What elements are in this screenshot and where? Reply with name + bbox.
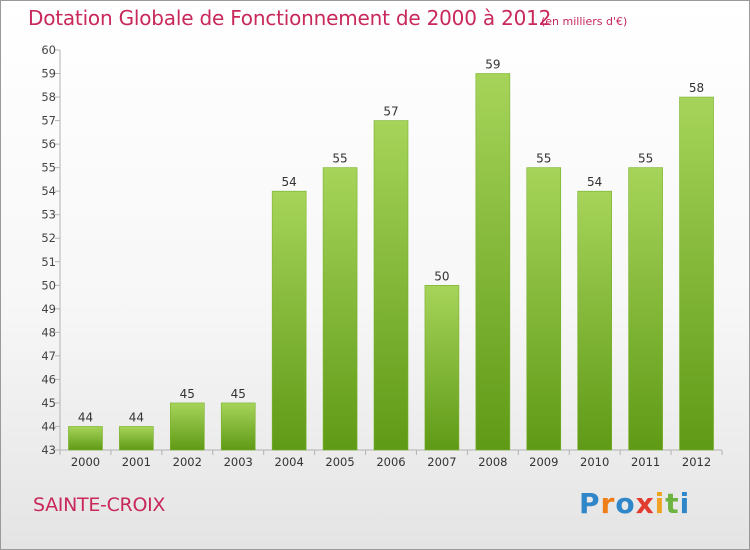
logo-letter: r bbox=[600, 487, 616, 520]
bar-value-label: 44 bbox=[78, 410, 93, 424]
logo-letter: x bbox=[635, 487, 655, 520]
bar-value-label: 55 bbox=[332, 152, 347, 166]
bar-value-label: 54 bbox=[587, 175, 602, 189]
x-tick-label: 2010 bbox=[580, 455, 609, 469]
x-tick-label: 2008 bbox=[478, 455, 507, 469]
y-tick-label: 59 bbox=[41, 67, 56, 81]
y-tick-label: 57 bbox=[41, 114, 56, 128]
y-tick-label: 48 bbox=[41, 325, 56, 339]
bar-value-label: 54 bbox=[282, 175, 297, 189]
x-tick-label: 2002 bbox=[173, 455, 202, 469]
bar bbox=[119, 426, 154, 451]
bar-value-label: 45 bbox=[180, 387, 195, 401]
bar bbox=[271, 190, 307, 451]
x-tick-label: 2009 bbox=[529, 455, 558, 469]
y-tick-label: 46 bbox=[41, 372, 56, 386]
chart-labels: 44 2000 44 2001 45 2002 45 2003 54 2004 55 2005 57 20… bbox=[71, 58, 711, 469]
bar bbox=[628, 167, 663, 451]
bar bbox=[170, 402, 205, 451]
x-tick-label: 2001 bbox=[122, 455, 151, 469]
bar bbox=[424, 284, 460, 451]
y-tick-label: 47 bbox=[41, 349, 56, 363]
x-tick-label: 2003 bbox=[224, 455, 253, 469]
chart-subtitle: (en milliers d'€) bbox=[541, 15, 628, 28]
y-tick-label: 58 bbox=[41, 90, 56, 104]
logo-letter: t bbox=[665, 487, 680, 520]
y-tick-label: 43 bbox=[41, 443, 56, 457]
bar bbox=[577, 190, 612, 451]
commune-name: SAINTE-CROIX bbox=[33, 494, 166, 516]
logo-letter: P bbox=[579, 487, 601, 520]
bar bbox=[679, 96, 714, 451]
y-tick-label: 44 bbox=[41, 419, 56, 433]
y-tick-label: 45 bbox=[41, 396, 56, 410]
x-tick-label: 2005 bbox=[325, 455, 354, 469]
bar bbox=[475, 73, 511, 451]
logo-letter: o bbox=[615, 487, 636, 520]
bar-value-label: 50 bbox=[434, 269, 449, 283]
y-tick-label: 56 bbox=[41, 137, 56, 151]
bar-value-label: 55 bbox=[638, 152, 653, 166]
bar-value-label: 57 bbox=[383, 105, 398, 119]
bar-value-label: 58 bbox=[689, 81, 704, 95]
bar-value-label: 55 bbox=[536, 152, 551, 166]
x-tick-label: 2011 bbox=[631, 455, 660, 469]
y-tick-label: 55 bbox=[41, 161, 56, 175]
logo-letter: i bbox=[654, 487, 666, 520]
bar-value-label: 45 bbox=[231, 387, 246, 401]
y-tick-label: 51 bbox=[41, 255, 56, 269]
y-tick-label: 52 bbox=[41, 231, 56, 245]
bar-value-label: 59 bbox=[485, 58, 500, 72]
x-tick-label: 2006 bbox=[376, 455, 405, 469]
logo-letter: i bbox=[679, 487, 691, 520]
bar bbox=[220, 402, 256, 451]
chart-title: Dotation Globale de Fonctionnement de 20… bbox=[28, 6, 552, 30]
y-tick-label: 54 bbox=[41, 184, 56, 198]
bar bbox=[322, 167, 358, 451]
x-tick-label: 2004 bbox=[275, 455, 304, 469]
bar bbox=[526, 167, 562, 451]
x-tick-label: 2007 bbox=[427, 455, 456, 469]
x-tick-label: 2000 bbox=[71, 455, 100, 469]
bar bbox=[68, 426, 103, 451]
proxiti-logo: Proxiti bbox=[579, 487, 690, 520]
y-tick-label: 60 bbox=[41, 43, 56, 57]
y-tick-label: 49 bbox=[41, 302, 56, 316]
bar-value-label: 44 bbox=[129, 410, 144, 424]
bar bbox=[373, 120, 409, 451]
x-tick-label: 2012 bbox=[682, 455, 711, 469]
chart-bars bbox=[68, 73, 714, 451]
y-tick-label: 53 bbox=[41, 208, 56, 222]
y-tick-label: 50 bbox=[41, 278, 56, 292]
